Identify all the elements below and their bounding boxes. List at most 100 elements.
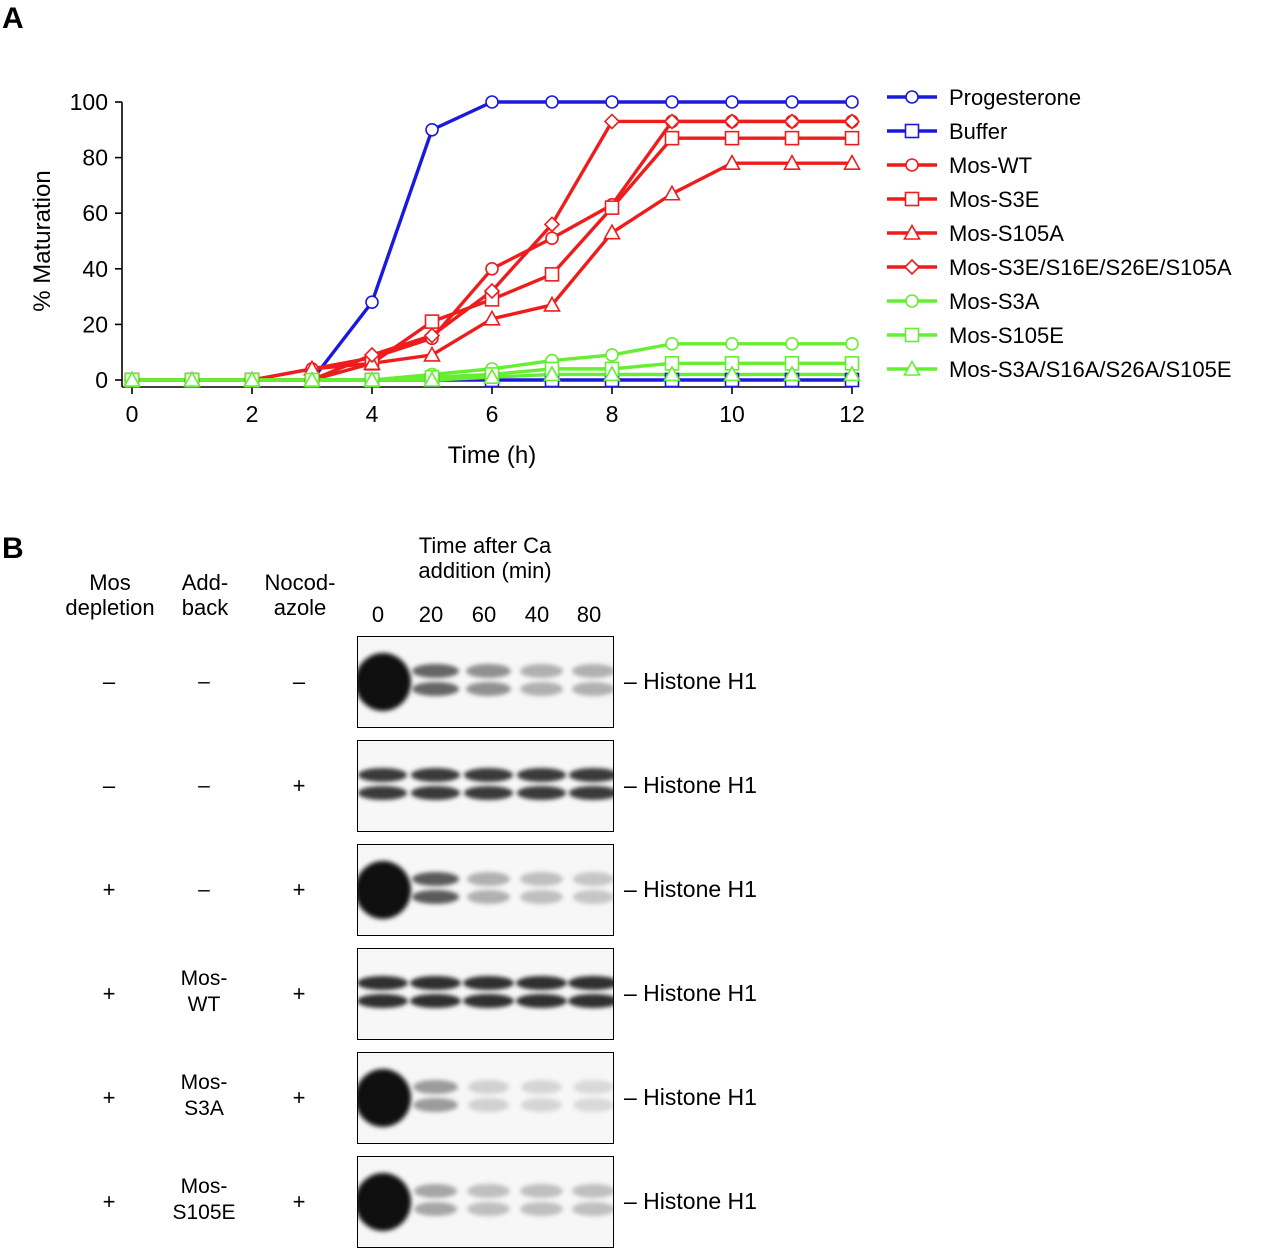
- data-point: [845, 95, 859, 109]
- legend-label: Mos-WT: [949, 153, 1032, 178]
- gel-blot: [357, 1052, 614, 1144]
- gel-band: [411, 890, 460, 904]
- series-line: [132, 119, 852, 382]
- gel-band: [463, 976, 514, 990]
- data-point: [604, 200, 620, 215]
- series-line: [132, 100, 852, 382]
- legend-marker: [903, 223, 921, 240]
- gel-band: [572, 664, 613, 678]
- gel-band: [568, 768, 613, 782]
- data-point: [423, 370, 441, 387]
- add-back-value: –: [154, 877, 254, 903]
- data-point: [783, 113, 801, 130]
- nocodazole-value: +: [292, 981, 306, 1006]
- gel-band: [573, 1080, 613, 1094]
- add-back-line1: Mos-: [180, 1071, 228, 1094]
- gel-band: [463, 786, 514, 800]
- data-point: [544, 267, 560, 282]
- mos-depletion-value: –: [102, 669, 116, 694]
- gel-band: [467, 1080, 510, 1094]
- y-tick-label: 100: [70, 89, 108, 115]
- nocodazole-header: Nocod- azole: [250, 570, 350, 620]
- gel-band: [520, 682, 563, 696]
- gel-band: [413, 1184, 458, 1198]
- gel-band: [411, 664, 460, 678]
- gel-band: [467, 890, 510, 904]
- add-back-line1: –: [198, 774, 210, 797]
- legend-marker: [905, 294, 919, 308]
- time-header: Time after Ca addition (min): [360, 533, 610, 583]
- y-tick-label: 40: [82, 256, 108, 282]
- gel-band: [572, 1184, 613, 1198]
- mos-depletion-value: +: [102, 1189, 116, 1214]
- data-point: [363, 346, 381, 364]
- data-point: [485, 95, 499, 109]
- data-point: [243, 370, 261, 387]
- x-tick-label: 8: [606, 401, 619, 427]
- add-back-value: Mos- WT: [154, 966, 254, 1018]
- mos-depletion-header-line2: depletion: [65, 595, 155, 620]
- gel-band: [520, 872, 563, 886]
- gel-band: [467, 1202, 510, 1216]
- histone-h1-label: – Histone H1: [624, 668, 757, 694]
- x-tick-label: 2: [246, 401, 259, 427]
- legend-label: Mos-S3E/S16E/S26E/S105A: [949, 255, 1232, 280]
- legend-marker: [904, 191, 920, 207]
- gel-blot: [357, 1156, 614, 1248]
- time-header-line1: Time after Ca: [418, 533, 552, 558]
- add-back-line2: WT: [187, 993, 221, 1016]
- y-tick-label: 60: [82, 200, 108, 226]
- data-point: [663, 365, 681, 382]
- gel-band: [413, 1098, 458, 1112]
- data-point: [783, 154, 801, 170]
- data-point: [483, 282, 501, 300]
- data-point: [784, 130, 800, 146]
- add-back-line1: –: [198, 670, 210, 693]
- legend-label: Progesterone: [949, 85, 1081, 110]
- gel-band: [466, 682, 511, 696]
- data-point: [483, 309, 501, 326]
- gel-band: [413, 1202, 458, 1216]
- gel-band: [572, 1202, 613, 1216]
- gel-band: [358, 768, 408, 782]
- legend-marker: [904, 327, 920, 343]
- gel-band: [410, 994, 461, 1008]
- gel-band: [358, 1069, 411, 1127]
- add-back-line1: –: [198, 878, 210, 901]
- legend-marker: [905, 158, 919, 172]
- add-back-line2: S105E: [172, 1201, 236, 1224]
- legend-label: Mos-S105A: [949, 221, 1064, 246]
- gel-band: [358, 994, 408, 1008]
- gel-band: [521, 1080, 562, 1094]
- gel-band: [467, 1098, 510, 1112]
- gel-band: [467, 1184, 510, 1198]
- add-back-line2: S3A: [184, 1097, 224, 1120]
- time-header-line2: addition (min): [418, 558, 552, 583]
- data-point: [785, 95, 799, 109]
- data-point: [605, 348, 619, 362]
- data-point: [843, 113, 861, 130]
- data-point: [423, 327, 441, 344]
- gel-blot: [357, 844, 614, 936]
- data-point: [603, 365, 621, 382]
- x-axis-label: Time (h): [448, 442, 536, 469]
- add-back-header: Add- back: [160, 570, 250, 620]
- nocodazole-header-line1: Nocod-: [264, 570, 336, 595]
- data-point: [545, 95, 559, 109]
- gel-band: [520, 1184, 563, 1198]
- add-back-value: Mos- S3A: [154, 1070, 254, 1122]
- add-back-value: –: [154, 669, 254, 695]
- gel-band: [463, 994, 514, 1008]
- lane-label: 80: [576, 602, 602, 627]
- data-point: [423, 345, 441, 362]
- data-point: [665, 337, 679, 351]
- add-back-value: Mos- S105E: [154, 1174, 254, 1226]
- data-point: [785, 337, 799, 351]
- data-point: [843, 365, 861, 382]
- mos-depletion-value: +: [102, 877, 116, 902]
- nocodazole-value: +: [292, 1085, 306, 1110]
- data-point: [664, 130, 680, 146]
- data-point: [363, 370, 381, 387]
- gel-band: [573, 1098, 613, 1112]
- y-axis-label: % Maturation: [29, 170, 56, 311]
